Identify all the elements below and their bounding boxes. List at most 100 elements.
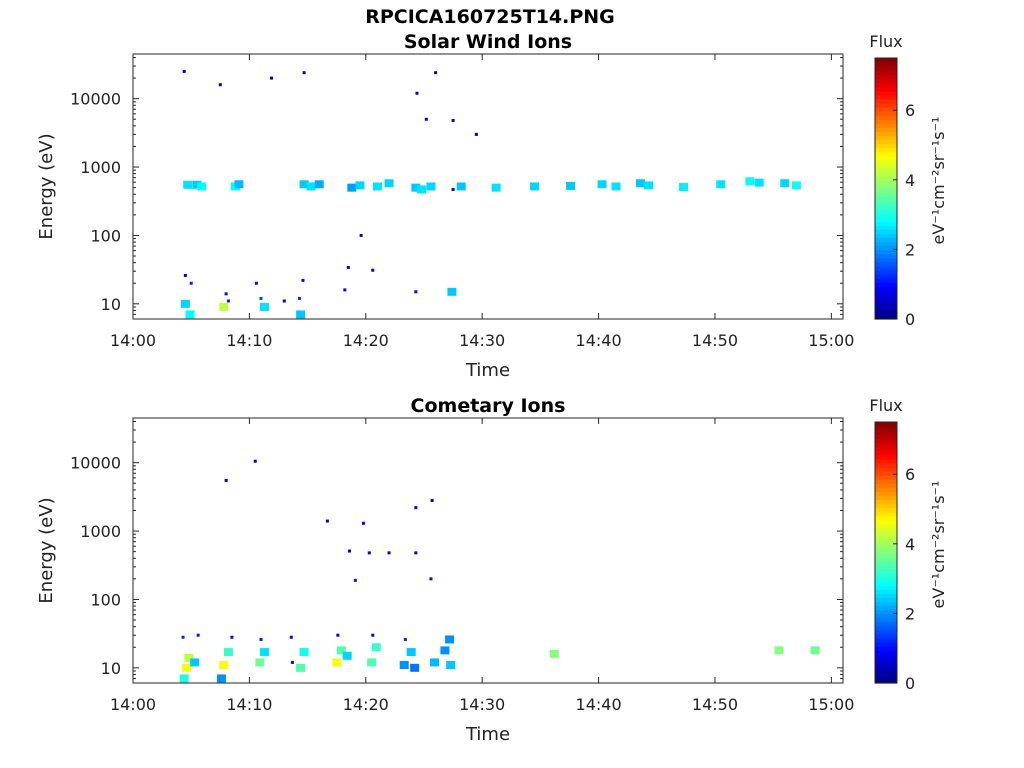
x-tick-label: 14:30 <box>459 695 505 714</box>
colorbar-segment <box>875 462 897 468</box>
heatmap-cell <box>192 180 202 189</box>
heatmap-cell <box>754 178 764 187</box>
colorbar-segment <box>875 666 897 672</box>
heatmap-cell <box>530 182 540 191</box>
colorbar-segment <box>875 135 897 141</box>
colorbar-segment <box>875 576 897 582</box>
heatmap-cell <box>429 577 433 581</box>
plot-frame <box>132 417 844 684</box>
heatmap-cell <box>260 302 270 311</box>
heatmap-cell <box>417 185 427 194</box>
heatmap-cell <box>302 71 306 75</box>
y-tick-label: 10 <box>101 659 121 678</box>
heatmap-cell <box>299 180 309 189</box>
colorbar-segment <box>875 233 897 239</box>
y-axis-label: Energy (eV) <box>36 133 57 239</box>
x-tick-label: 14:40 <box>576 331 622 350</box>
colorbar-segment <box>875 282 897 287</box>
colorbar-segment <box>875 261 897 267</box>
heatmap-cell <box>597 180 607 189</box>
colorbar-segment <box>875 221 897 226</box>
heatmap-cell <box>429 658 439 667</box>
heatmap-cell <box>353 578 357 582</box>
colorbar-segment <box>875 646 897 651</box>
colorbar-segment <box>875 458 897 464</box>
colorbar-unit-label: eV⁻¹cm⁻²sr⁻¹s⁻¹ <box>929 117 948 245</box>
colorbar-segment <box>875 294 897 300</box>
colorbar-title: Flux <box>869 396 902 415</box>
colorbar-segment <box>875 151 897 157</box>
heatmap-cell <box>679 183 689 192</box>
colorbar-segment <box>875 511 897 517</box>
colorbar-segment <box>875 507 897 513</box>
colorbar: 0 2 4 6 Flux eV⁻¹cm⁻²sr⁻¹s⁻¹ <box>869 396 948 693</box>
colorbar-segment <box>875 102 897 108</box>
colorbar-segment <box>875 286 897 292</box>
colorbar-segment <box>875 115 897 120</box>
colorbar-segment <box>875 164 897 169</box>
heatmap-cell <box>745 177 755 186</box>
x-tick-label: 14:40 <box>576 695 622 714</box>
colorbar-segment <box>875 249 897 255</box>
colorbar-tick-label: 4 <box>905 535 915 554</box>
colorbar-segment <box>875 196 897 202</box>
colorbar-segment <box>875 212 897 218</box>
colorbar-segment <box>875 540 897 545</box>
heatmap-cell <box>296 310 306 319</box>
heatmap-cell <box>218 83 222 87</box>
heatmap-cell <box>371 268 375 272</box>
colorbar-segment <box>875 70 897 75</box>
colorbar-segment <box>875 678 897 684</box>
heatmap-cell <box>361 521 365 525</box>
colorbar-segment <box>875 662 897 668</box>
colorbar-segment <box>875 200 897 206</box>
chart-panel-1: Solar Wind Ions 14:00 14:10 14:20 14:30 14:40… <box>36 31 948 381</box>
heatmap-cell <box>260 648 270 657</box>
heatmap-cell <box>424 117 428 121</box>
colorbar-segment <box>875 298 897 304</box>
colorbar-segment <box>875 111 897 116</box>
colorbar-segment <box>875 426 897 431</box>
colorbar-segment <box>875 184 897 190</box>
heatmap-cell <box>644 181 654 190</box>
colorbar-segment <box>875 438 897 443</box>
colorbar-segment <box>875 552 897 558</box>
colorbar-segment <box>875 237 897 243</box>
colorbar-frame <box>874 57 898 320</box>
heatmap-cell <box>197 182 207 191</box>
heatmap-cell <box>342 651 352 660</box>
colorbar-segment <box>875 483 897 488</box>
heatmap-cell <box>456 182 466 191</box>
colorbar-segment <box>875 528 897 533</box>
x-tick-label: 14:50 <box>692 331 738 350</box>
chart-title: Solar Wind Ions <box>404 31 572 53</box>
colorbar-tick-label: 0 <box>905 674 915 693</box>
colorbar-segment <box>875 450 897 456</box>
x-axis: 14:00 14:10 14:20 14:30 14:40 14:50 15:00 Time <box>110 54 854 381</box>
heatmap-cell <box>414 506 418 510</box>
colorbar-segment <box>875 168 897 173</box>
heatmap-cell <box>306 182 316 191</box>
colorbar-segment <box>875 536 897 541</box>
heatmap-cell <box>219 302 229 311</box>
colorbar-segment <box>875 605 897 611</box>
colorbar-frame <box>874 421 898 684</box>
heatmap-cell <box>410 663 420 672</box>
colorbar-segment <box>875 106 897 112</box>
figure-title: RPCICA160725T14.PNG <box>365 6 615 28</box>
heatmap-cell <box>372 182 382 191</box>
colorbar-segment <box>875 147 897 153</box>
heatmap-cell <box>343 288 347 292</box>
y-axis-label: Energy (eV) <box>36 497 57 603</box>
colorbar-segment <box>875 208 897 214</box>
colorbar-segment <box>875 572 897 578</box>
y-axis: 10 100 1000 10000 Energy (eV) <box>36 56 843 320</box>
heatmap-cell <box>230 635 234 639</box>
colorbar-segment <box>875 446 897 452</box>
colorbar-segment <box>875 422 897 427</box>
colorbar-segment <box>875 564 897 570</box>
heatmap-cell <box>451 187 455 191</box>
colorbar-segment <box>875 466 897 472</box>
heatmap-cell <box>434 71 438 75</box>
y-tick-label: 100 <box>90 590 121 609</box>
